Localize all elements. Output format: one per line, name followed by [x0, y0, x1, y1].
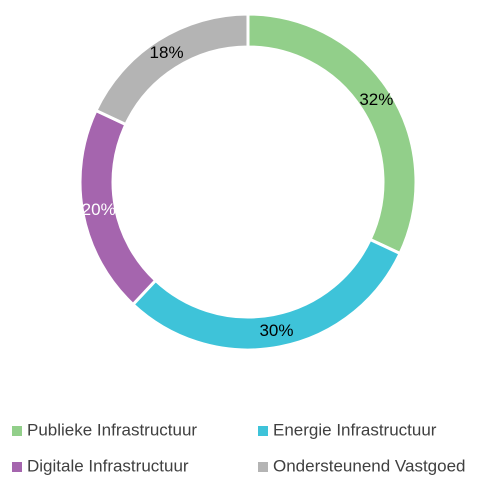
legend-swatch: [258, 462, 268, 472]
data-label: 18%: [150, 43, 184, 62]
data-label: 30%: [259, 321, 293, 340]
data-label: 20%: [82, 200, 116, 219]
legend-swatch: [12, 426, 22, 436]
legend-label: Energie Infrastructuur: [273, 420, 437, 439]
donut-segment: [93, 12, 250, 127]
data-label: 32%: [359, 90, 393, 109]
legend-label: Ondersteunend Vastgoed: [273, 456, 466, 475]
legend-swatch: [258, 426, 268, 436]
legend-swatch: [12, 462, 22, 472]
donut-segment: [246, 12, 418, 256]
legend-label: Digitale Infrastructuur: [27, 456, 189, 475]
legend-label: Publieke Infrastructuur: [27, 420, 197, 439]
